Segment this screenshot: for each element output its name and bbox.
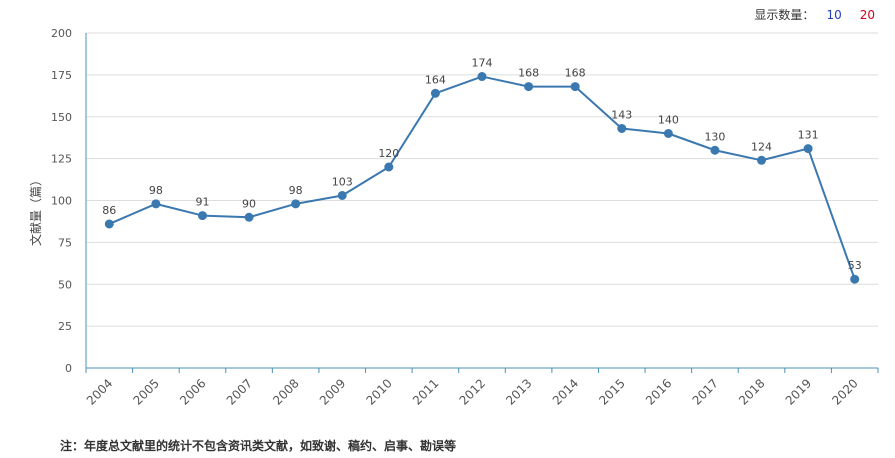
data-point [291,199,301,209]
data-label: 168 [565,67,586,80]
y-tick-label: 200 [51,27,72,40]
data-label: 143 [611,108,632,121]
axes [85,33,879,373]
data-label: 131 [798,129,819,142]
x-tick-label: 2020 [829,376,860,407]
data-label: 98 [289,184,303,197]
x-tick-labels: 2004 2005 2006 2007 2008 2009 2010 2011 2012 2013… [84,376,861,407]
data-label: 53 [848,259,862,272]
y-axis-label: 文献量（篇） [28,174,43,246]
data-point [757,155,767,165]
data-point [384,162,394,172]
x-tick-label: 2008 [270,376,301,407]
y-tick-label: 125 [51,153,72,166]
data-label: 164 [425,73,446,86]
data-point [710,145,720,155]
x-tick-label: 2005 [131,376,162,407]
data-label: 174 [472,57,493,70]
x-tick-label: 2012 [457,376,488,407]
display-count-label: 显示数量： [754,8,815,22]
x-tick-label: 2010 [363,376,394,407]
x-tick-label: 2004 [84,376,115,407]
y-tick-label: 150 [51,111,72,124]
data-labels: 86 98 91 90 98 103 120 164 174 168 168 143 140 130 124… [102,57,861,273]
y-tick-label: 50 [58,278,72,291]
x-tick-label: 2016 [643,376,674,407]
data-label: 140 [658,114,679,127]
data-point [570,82,580,92]
data-label: 168 [518,67,539,80]
footnote: 注：年度总文献里的统计不包含资讯类文献，如致谢、稿约、启事、勘误等 [60,439,457,453]
y-tick-label: 0 [65,362,72,375]
display-count-option-10[interactable]: 10 [826,7,842,22]
x-tick-label: 2006 [177,376,208,407]
data-label: 98 [149,184,163,197]
y-tick-label: 175 [51,69,72,82]
data-label: 91 [195,196,209,209]
x-tick-label: 2015 [596,376,627,407]
data-point [524,82,534,92]
data-point [197,211,207,221]
data-label: 90 [242,197,256,210]
x-tick-label: 2007 [224,376,255,407]
data-point [850,274,860,284]
series-line [108,75,856,280]
data-label: 124 [751,140,772,153]
data-point [244,212,254,222]
series-line-path [108,75,856,280]
data-point [663,129,673,138]
y-tick-label: 100 [51,195,72,208]
x-tick-label: 2018 [736,376,767,407]
x-tick-label: 2017 [690,376,721,407]
y-tick-label: 25 [58,320,72,333]
x-tick-label: 2013 [503,376,534,407]
data-point [151,199,161,209]
data-point [104,219,114,229]
data-point [477,72,487,82]
y-tick-label: 75 [58,236,72,249]
display-count-option-20[interactable]: 20 [859,7,875,22]
x-tick-label: 2009 [317,376,348,407]
data-points [104,72,860,284]
y-tick-labels: 0 25 50 75 100 125 150 175 200 [51,27,72,375]
data-label: 130 [704,130,725,143]
data-point [803,144,813,154]
data-label: 86 [102,204,116,217]
x-tick-label: 2011 [410,376,441,407]
data-label: 103 [332,175,353,188]
x-tick-label: 2019 [783,376,814,407]
grid-lines [86,32,878,327]
x-tick-label: 2014 [550,376,581,407]
data-point [617,123,627,133]
data-label: 120 [378,147,399,160]
data-point [430,88,440,98]
display-count-control: 显示数量： 10 20 [754,6,881,23]
data-point [337,190,347,200]
